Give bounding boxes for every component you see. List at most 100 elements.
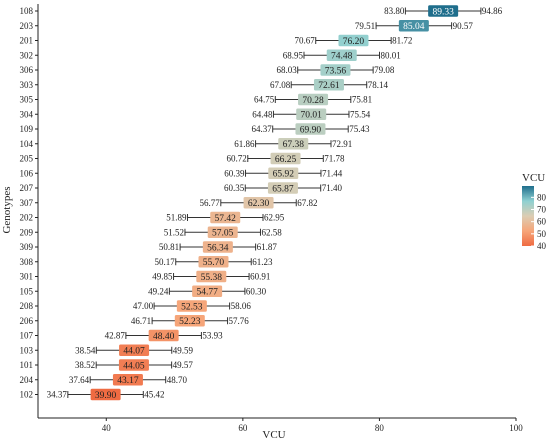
y-tick-label: 301 bbox=[20, 272, 34, 282]
mean-value-label: 70.28 bbox=[302, 96, 324, 106]
low-value-label: 51.52 bbox=[164, 227, 184, 237]
genotype-row: 50.81 61.87 56.34 bbox=[159, 241, 278, 253]
genotype-row: 42.87 53.93 48.40 bbox=[105, 329, 223, 342]
mean-box bbox=[202, 241, 233, 253]
y-tick-label: 307 bbox=[20, 198, 34, 208]
mean-value-label: 70.01 bbox=[301, 111, 323, 121]
high-value-label: 57.76 bbox=[229, 316, 250, 326]
genotype-row: 60.35 71.40 65.87 bbox=[224, 182, 342, 194]
high-value-label: 45.42 bbox=[144, 390, 164, 400]
genotype-row: 60.72 71.78 66.25 bbox=[227, 152, 345, 165]
low-value-label: 38.52 bbox=[75, 360, 95, 370]
genotype-row: 79.51 90.57 85.04 bbox=[355, 20, 474, 32]
mean-box bbox=[326, 49, 357, 61]
y-tick-label: 308 bbox=[20, 257, 34, 267]
y-axis: 108 203 201 302 306 303 305 304 109 104 205 106 207 3… bbox=[20, 4, 39, 418]
high-value-label: 72.91 bbox=[332, 139, 352, 149]
y-tick-label: 105 bbox=[20, 286, 34, 296]
mean-value-label: 76.20 bbox=[343, 37, 365, 47]
mean-box bbox=[196, 270, 227, 283]
high-value-label: 94.86 bbox=[482, 6, 503, 16]
x-tick-label: 100 bbox=[509, 423, 523, 433]
y-tick-label: 102 bbox=[20, 390, 34, 400]
low-value-label: 56.77 bbox=[200, 198, 221, 208]
mean-box bbox=[148, 329, 179, 342]
mean-value-label: 69.90 bbox=[300, 125, 322, 135]
mean-box bbox=[267, 182, 298, 194]
y-tick-label: 202 bbox=[20, 213, 34, 223]
legend-tick-label: 70 bbox=[537, 205, 547, 215]
high-value-label: 71.40 bbox=[322, 183, 343, 193]
high-value-label: 75.43 bbox=[349, 124, 370, 134]
low-value-label: 50.81 bbox=[159, 242, 179, 252]
high-value-label: 81.72 bbox=[392, 36, 412, 46]
low-value-label: 42.87 bbox=[105, 331, 126, 341]
genotype-row: 47.00 58.06 52.53 bbox=[133, 300, 251, 312]
genotype-row: 38.52 49.57 44.05 bbox=[75, 359, 193, 371]
y-tick-label: 107 bbox=[20, 331, 34, 341]
genotype-row: 37.64 48.70 43.17 bbox=[69, 374, 188, 386]
mean-box bbox=[278, 138, 309, 150]
y-tick-label: 205 bbox=[20, 154, 34, 164]
mean-box bbox=[320, 64, 351, 76]
genotype-row: 83.80 94.86 89.33 bbox=[384, 5, 503, 17]
low-value-label: 64.75 bbox=[254, 95, 275, 105]
y-tick-label: 309 bbox=[20, 242, 34, 252]
low-value-label: 46.71 bbox=[131, 316, 151, 326]
mean-box bbox=[90, 388, 121, 401]
mean-value-label: 57.42 bbox=[215, 214, 237, 224]
low-value-label: 67.08 bbox=[270, 80, 291, 90]
y-tick-label: 201 bbox=[20, 36, 34, 46]
genotype-row: 64.37 75.43 69.90 bbox=[251, 123, 370, 135]
y-tick-label: 304 bbox=[20, 109, 34, 119]
genotype-row: 46.71 57.76 52.23 bbox=[131, 315, 249, 327]
high-value-label: 62.58 bbox=[261, 227, 282, 237]
high-value-label: 71.78 bbox=[324, 154, 345, 164]
mean-value-label: 55.38 bbox=[201, 273, 223, 283]
high-value-label: 49.57 bbox=[173, 360, 194, 370]
high-value-label: 61.87 bbox=[257, 242, 278, 252]
mean-value-label: 39.90 bbox=[95, 391, 117, 401]
low-value-label: 79.51 bbox=[355, 21, 375, 31]
high-value-label: 53.93 bbox=[202, 331, 223, 341]
low-value-label: 38.54 bbox=[75, 345, 96, 355]
mean-value-label: 89.33 bbox=[432, 7, 454, 17]
genotype-row: 64.48 75.54 70.01 bbox=[252, 108, 371, 121]
mean-box bbox=[119, 344, 150, 356]
high-value-label: 90.57 bbox=[453, 21, 474, 31]
mean-box bbox=[428, 5, 459, 17]
mean-box bbox=[112, 374, 143, 386]
mean-value-label: 44.05 bbox=[123, 361, 145, 371]
mean-value-label: 65.92 bbox=[273, 170, 295, 180]
low-value-label: 64.37 bbox=[251, 124, 272, 134]
genotype-row: 61.86 72.91 67.38 bbox=[234, 138, 352, 150]
y-tick-label: 203 bbox=[20, 21, 34, 31]
low-value-label: 70.67 bbox=[294, 36, 315, 46]
y-tick-label: 204 bbox=[20, 375, 34, 385]
mean-value-label: 65.87 bbox=[272, 184, 294, 194]
y-tick-label: 305 bbox=[20, 95, 34, 105]
low-value-label: 49.85 bbox=[152, 272, 173, 282]
y-tick-label: 101 bbox=[20, 360, 34, 370]
low-value-label: 49.24 bbox=[148, 286, 169, 296]
mean-box bbox=[118, 359, 149, 371]
mean-box bbox=[174, 315, 205, 327]
mean-value-label: 48.40 bbox=[153, 332, 175, 342]
mean-value-label: 55.70 bbox=[203, 258, 225, 268]
genotype-row: 34.37 45.42 39.90 bbox=[47, 388, 165, 401]
legend-color-bar bbox=[522, 186, 534, 246]
x-tick-label: 40 bbox=[102, 423, 112, 433]
high-value-label: 80.01 bbox=[380, 50, 400, 60]
mean-box bbox=[295, 123, 326, 135]
legend-title: VCU bbox=[522, 172, 545, 184]
legend-tick-label: 50 bbox=[537, 229, 547, 239]
high-value-label: 48.70 bbox=[167, 375, 188, 385]
genotype-row: 51.89 62.95 57.42 bbox=[166, 211, 285, 224]
mean-value-label: 44.07 bbox=[123, 347, 145, 357]
low-value-label: 51.89 bbox=[166, 213, 187, 223]
low-value-label: 47.00 bbox=[133, 301, 154, 311]
mean-value-label: 72.61 bbox=[318, 81, 340, 91]
high-value-label: 75.81 bbox=[352, 95, 372, 105]
x-axis-title: VCU bbox=[262, 429, 285, 441]
genotype-row: 51.52 62.58 57.05 bbox=[164, 226, 282, 239]
